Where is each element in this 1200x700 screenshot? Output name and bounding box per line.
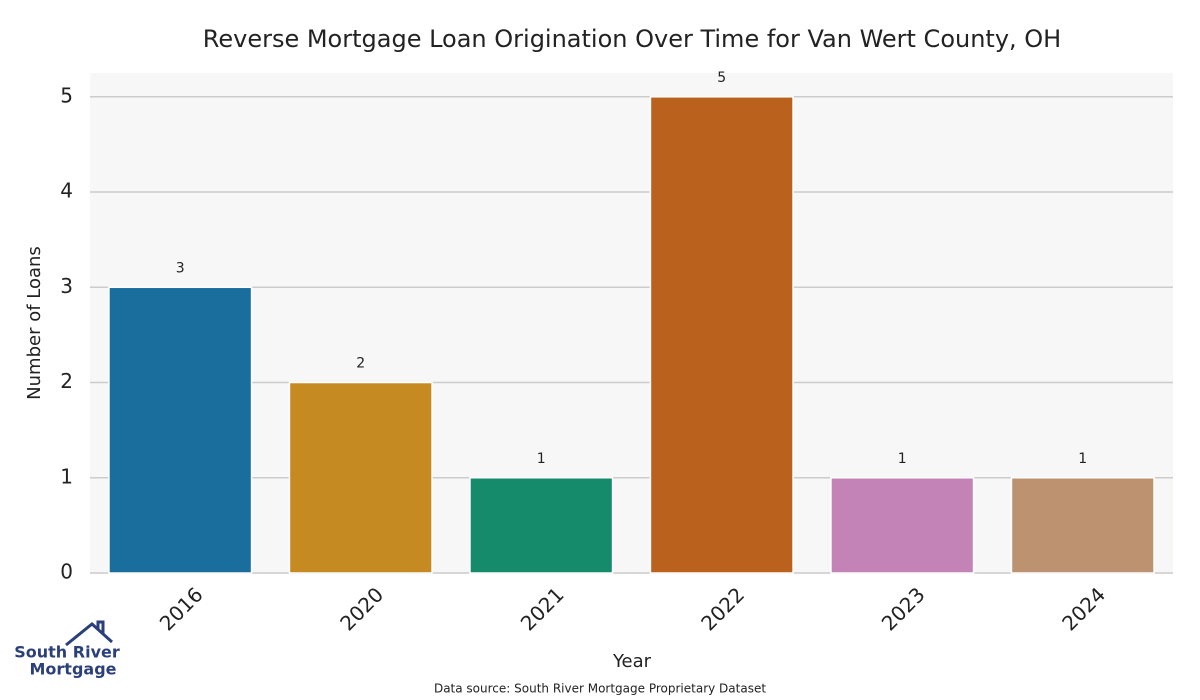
bar [649, 96, 794, 574]
value-label: 3 [176, 260, 185, 276]
bar [1010, 477, 1155, 574]
value-label: 1 [1078, 451, 1087, 467]
x-tick-label: 2020 [335, 582, 388, 635]
source-note: Data source: South River Mortgage Propri… [434, 682, 766, 696]
bar [108, 286, 253, 574]
y-tick-label: 4 [60, 179, 73, 203]
y-tick-label: 2 [60, 369, 73, 393]
logo-text: South River [14, 643, 120, 662]
x-tick-label: 2023 [877, 582, 930, 635]
y-tick-label: 1 [60, 464, 73, 488]
x-tick-label: 2024 [1057, 582, 1110, 635]
plot-area [90, 73, 1173, 573]
logo: South River Mortgage [14, 620, 120, 679]
y-axis-label: Number of Loans [24, 246, 45, 400]
chart-title: Reverse Mortgage Loan Origination Over T… [203, 25, 1061, 53]
value-label: 1 [898, 451, 907, 467]
logo-house [65, 620, 114, 647]
y-tick-label: 3 [60, 274, 73, 298]
bar [830, 477, 975, 574]
bar [469, 477, 614, 574]
logo-text: Mortgage [29, 660, 116, 679]
x-axis-label: Year [612, 651, 652, 672]
value-label: 2 [356, 356, 365, 372]
bar [288, 381, 433, 574]
x-tick-label: 2016 [155, 582, 208, 635]
y-tick-label: 0 [60, 560, 73, 584]
value-label: 1 [537, 451, 546, 467]
x-tick-label: 2021 [516, 582, 569, 635]
value-label: 5 [717, 70, 726, 86]
x-tick-label: 2022 [696, 582, 749, 635]
y-tick-label: 5 [60, 83, 73, 107]
